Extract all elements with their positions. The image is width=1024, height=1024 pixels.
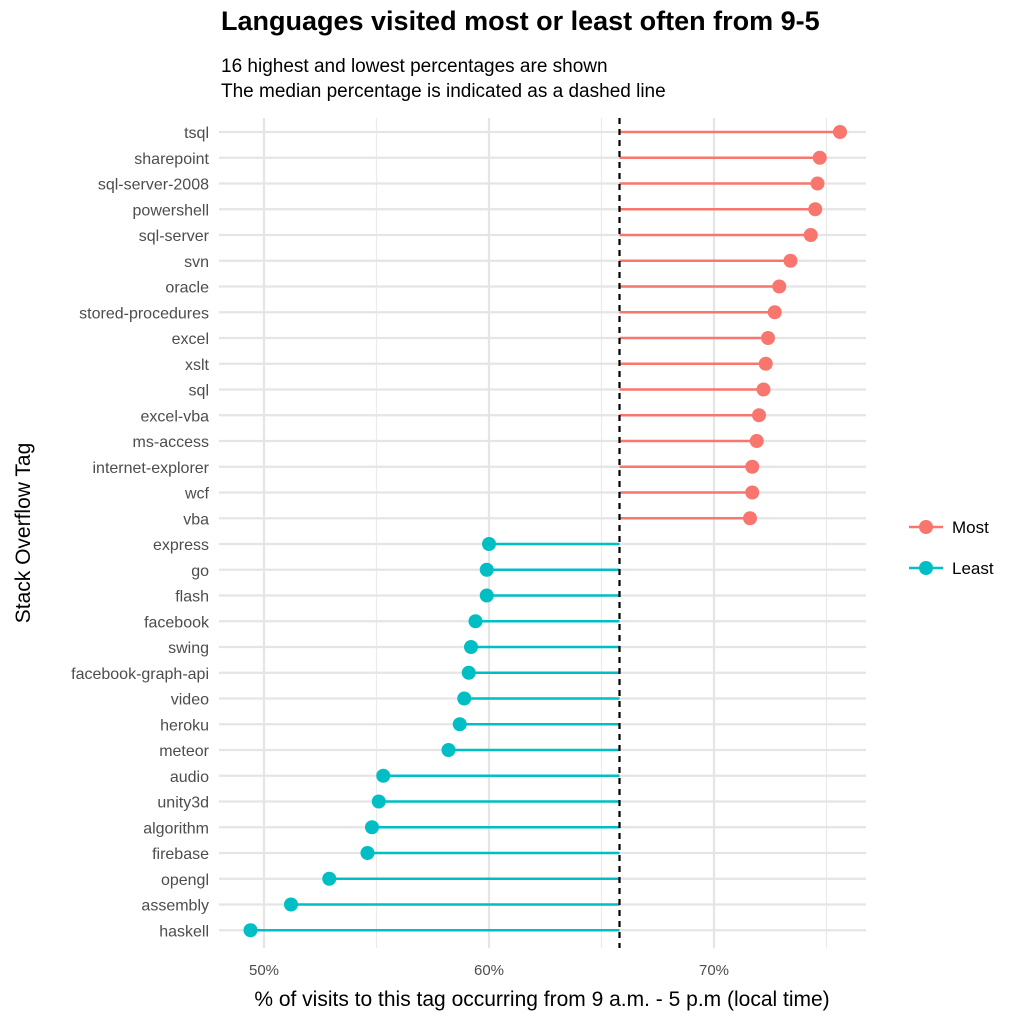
lollipop-point-heroku <box>452 717 467 732</box>
lollipop-point-swing <box>464 640 478 654</box>
y-tick-label: video <box>171 692 209 709</box>
y-tick-label: unity3d <box>157 795 209 812</box>
x-tick-label: 50% <box>249 962 279 979</box>
y-tick-label: excel-vba <box>141 408 210 425</box>
grid-layer <box>219 118 866 948</box>
subtitle-line-1: 16 highest and lowest percentages are sh… <box>221 56 608 77</box>
x-tick-label: 60% <box>474 962 504 979</box>
lollipop-point-facebook-graph-api <box>461 665 476 680</box>
y-tick-label: go <box>191 563 209 580</box>
lollipop-point-excel-vba <box>752 408 766 423</box>
y-tick-label: audio <box>170 769 209 786</box>
y-tick-label: meteor <box>159 743 209 760</box>
lollipop-point-tsql <box>833 125 847 139</box>
subtitle-line-2: The median percentage is indicated as a … <box>221 81 666 102</box>
y-tick-label: algorithm <box>143 820 209 837</box>
lollipop-point-facebook <box>468 614 483 629</box>
y-tick-label: opengl <box>161 872 209 889</box>
lollipop-point-oracle <box>772 279 787 294</box>
lollipop-point-opengl <box>322 871 337 886</box>
y-tick-label: svn <box>184 254 209 271</box>
y-tick-label: xslt <box>185 357 210 374</box>
y-tick-label: ms-access <box>133 434 209 451</box>
y-tick-labels: tsql sharepoint sql-server-2008 powershell s… <box>71 125 210 940</box>
y-tick-label: wcf <box>184 486 210 503</box>
lollipop-point-stored-procedures <box>767 305 782 320</box>
y-tick-label: sql-server <box>139 228 210 245</box>
lollipop-point-audio <box>376 768 391 783</box>
lollipop-point-algorithm <box>365 820 379 835</box>
legend: Most Least <box>909 518 994 578</box>
lollipop-point-xslt <box>758 356 773 371</box>
y-tick-label: sharepoint <box>134 151 209 168</box>
lollipop-point-internet-explorer <box>745 459 760 474</box>
lollipop-point-go <box>479 562 494 577</box>
y-tick-label: oracle <box>165 280 209 297</box>
y-tick-label: swing <box>168 640 209 657</box>
y-tick-label: vba <box>183 511 209 528</box>
lollipop-point-sql-server <box>803 228 818 242</box>
y-tick-label: facebook-graph-api <box>71 666 209 683</box>
y-tick-label: powershell <box>133 202 209 219</box>
y-tick-label: haskell <box>159 923 209 940</box>
legend-key-point-most <box>919 520 933 534</box>
lollipop-point-powershell <box>808 202 823 217</box>
lollipop-point-sharepoint <box>812 150 827 165</box>
lollipop-point-video <box>457 691 472 706</box>
x-tick-labels: 50% 60% 70% <box>249 962 729 979</box>
y-tick-label: stored-procedures <box>79 305 209 322</box>
x-tick-label: 70% <box>699 962 729 979</box>
lollipop-point-express <box>482 537 496 551</box>
y-tick-label: express <box>153 537 209 554</box>
lollipop-point-ms-access <box>749 434 764 448</box>
lollipop-point-sql <box>756 382 771 397</box>
series-layer <box>243 125 847 938</box>
lollipop-point-svn <box>783 253 798 268</box>
lollipop-point-assembly <box>284 897 298 912</box>
chart-title: Languages visited most or least often fr… <box>221 6 820 36</box>
lollipop-point-unity3d <box>371 794 386 809</box>
y-tick-label: sql <box>189 383 209 400</box>
lollipop-point-haskell <box>243 923 258 938</box>
legend-label-most: Most <box>952 518 989 537</box>
y-tick-label: facebook <box>144 614 210 631</box>
lollipop-point-firebase <box>360 846 375 860</box>
lollipop-point-flash <box>479 588 494 603</box>
lollipop-point-sql-server-2008 <box>810 176 825 191</box>
y-tick-label: heroku <box>160 717 209 734</box>
y-tick-label: tsql <box>184 125 209 142</box>
y-tick-label: firebase <box>152 846 209 863</box>
lollipop-point-wcf <box>745 485 760 500</box>
legend-label-least: Least <box>952 559 994 578</box>
lollipop-point-vba <box>743 511 757 526</box>
lollipop-point-excel <box>761 331 775 345</box>
y-tick-label: excel <box>172 331 209 348</box>
y-tick-label: assembly <box>141 898 209 915</box>
y-tick-label: internet-explorer <box>93 460 210 477</box>
lollipop-point-meteor <box>441 743 456 757</box>
y-axis-title: Stack Overflow Tag <box>12 443 35 624</box>
chart-subtitle: 16 highest and lowest percentages are sh… <box>221 54 666 104</box>
y-tick-label: flash <box>175 589 209 606</box>
x-axis-title: % of visits to this tag occurring from 9… <box>254 988 829 1011</box>
y-tick-label: sql-server-2008 <box>98 177 209 194</box>
legend-key-point-least <box>919 561 933 575</box>
